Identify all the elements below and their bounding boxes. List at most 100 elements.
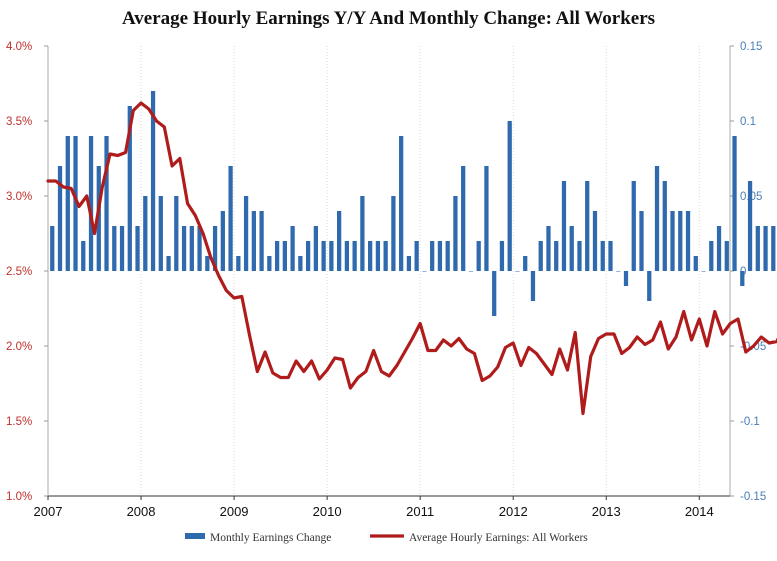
bar-mark [88,136,94,271]
bar-mark [375,241,381,271]
bar-mark [197,226,202,271]
bar-mark [422,271,427,272]
bar-mark [290,226,295,271]
bar-mark [538,241,543,271]
bar-mark [631,181,636,271]
bar-mark [515,271,520,272]
left-axis-tick-label: 2.5% [6,266,32,278]
left-axis-tick-label: 3.5% [6,116,32,128]
bar-mark [623,271,629,286]
bar-mark [678,211,683,271]
left-axis-tick-label: 1.0% [6,491,32,503]
bar-mark [298,256,303,271]
bar-mark [243,196,249,271]
x-axis-tick-label: 2009 [220,504,249,519]
bar-mark [57,166,63,271]
bar-mark [236,256,241,271]
right-axis-tick-label: 0.1 [740,116,756,128]
bar-mark [639,211,644,271]
bar-mark [771,226,776,271]
right-axis-tick-label: 0.15 [740,41,762,53]
bar-mark [220,211,225,271]
bar-mark [81,241,86,271]
bar-mark [461,166,466,271]
bar-mark [685,211,691,271]
bar-mark [150,91,156,271]
bar-mark [127,106,132,271]
bar-mark [585,181,590,271]
bar-mark [399,136,404,271]
bar-mark [445,241,450,271]
bar-mark [662,181,667,271]
bar-mark [647,271,652,301]
x-axis-tick-label: 2011 [406,504,434,519]
bar-mark [701,271,706,272]
bar-mark [267,256,272,271]
chart-title: Average Hourly Earnings Y/Y And Monthly … [121,8,656,29]
bar-mark [143,196,148,271]
bar-mark [716,226,722,271]
bar-mark [212,226,218,271]
left-axis-tick-label: 3.0% [6,191,32,203]
bar-mark [166,256,171,271]
right-axis-tick-label: -0.15 [740,491,766,503]
left-axis-tick-label: 4.0% [6,41,32,53]
x-axis-tick-label: 2007 [34,504,63,519]
bar-mark [507,121,512,271]
bar-mark [205,256,210,271]
left-axis-tick-label: 2.0% [6,341,32,353]
bar-mark [437,241,443,271]
bar-mark [476,241,481,271]
bar-mark [73,136,78,271]
bar-mark [616,271,621,272]
bar-mark [305,241,311,271]
bar-mark [360,196,365,271]
bar-mark [321,241,326,271]
bar-mark [569,226,574,271]
bar-mark [181,226,187,271]
bar-mark [189,226,194,271]
bar-mark [368,241,373,271]
left-axis-tick-label: 1.5% [6,416,32,428]
bar-mark [693,256,698,271]
bar-mark [50,226,55,271]
bar-mark [709,241,714,271]
legend-bar-swatch [185,533,205,539]
bar-mark [592,211,598,271]
bar-mark [747,181,753,271]
bar-mark [344,241,350,271]
legend-label-avg-earnings: Average Hourly Earnings: All Workers [409,532,588,544]
bar-mark [104,136,109,271]
x-axis-tick-label: 2012 [499,504,528,519]
bar-mark [135,226,140,271]
bar-mark [763,226,768,271]
chart-legend: Monthly Earnings Change Average Hourly Ea… [185,532,588,544]
bar-mark [755,226,760,271]
bar-mark [600,241,605,271]
x-axis-tick-label: 2013 [592,504,621,519]
bar-mark [337,211,342,271]
bar-mark [352,241,357,271]
bar-mark [561,181,567,271]
bar-mark [523,256,528,271]
bar-mark [228,166,233,271]
bar-mark [530,271,536,301]
bar-mark [740,271,745,286]
legend-label-monthly-change: Monthly Earnings Change [210,532,331,544]
bar-mark [406,256,412,271]
bar-mark [174,196,179,271]
bar-mark [329,241,334,271]
x-axis-tick-label: 2010 [313,504,342,519]
bar-mark [484,166,489,271]
bar-mark [499,241,505,271]
bar-mark [414,241,419,271]
x-axis-tick-label: 2014 [685,504,714,519]
bar-mark [654,166,660,271]
bar-mark [112,226,117,271]
bar-mark [313,226,318,271]
bar-mark [468,271,474,272]
bar-mark [259,211,264,271]
bar-mark [158,196,163,271]
